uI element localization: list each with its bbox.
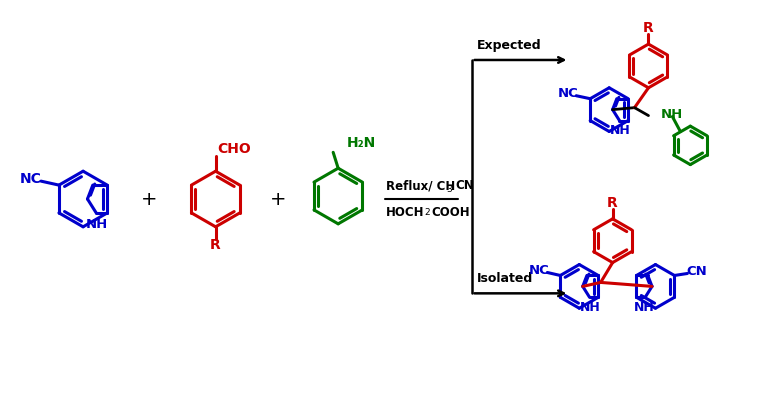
Text: NC: NC	[529, 264, 550, 277]
Text: CHO: CHO	[218, 142, 251, 156]
Text: HOCH: HOCH	[386, 206, 425, 219]
Text: +: +	[270, 190, 286, 209]
Text: H₂N: H₂N	[347, 136, 377, 150]
Text: CN: CN	[456, 179, 474, 192]
Text: NH: NH	[610, 124, 631, 137]
Text: COOH: COOH	[432, 206, 471, 219]
Text: 3: 3	[447, 185, 452, 194]
Text: Expected: Expected	[477, 39, 541, 52]
Text: NH: NH	[580, 301, 601, 314]
Text: 2: 2	[425, 208, 430, 217]
Text: R: R	[607, 196, 618, 210]
Text: Reflux/ CH: Reflux/ CH	[386, 179, 455, 192]
Text: NC: NC	[558, 87, 578, 100]
Text: NH: NH	[86, 218, 108, 231]
Text: +: +	[141, 190, 157, 209]
Text: NH: NH	[634, 301, 655, 314]
Text: R: R	[643, 21, 654, 35]
Text: Isolated: Isolated	[477, 273, 533, 285]
Text: NH: NH	[660, 108, 683, 121]
Text: NC: NC	[20, 172, 42, 186]
Text: CN: CN	[686, 265, 707, 278]
Text: R: R	[210, 238, 221, 252]
